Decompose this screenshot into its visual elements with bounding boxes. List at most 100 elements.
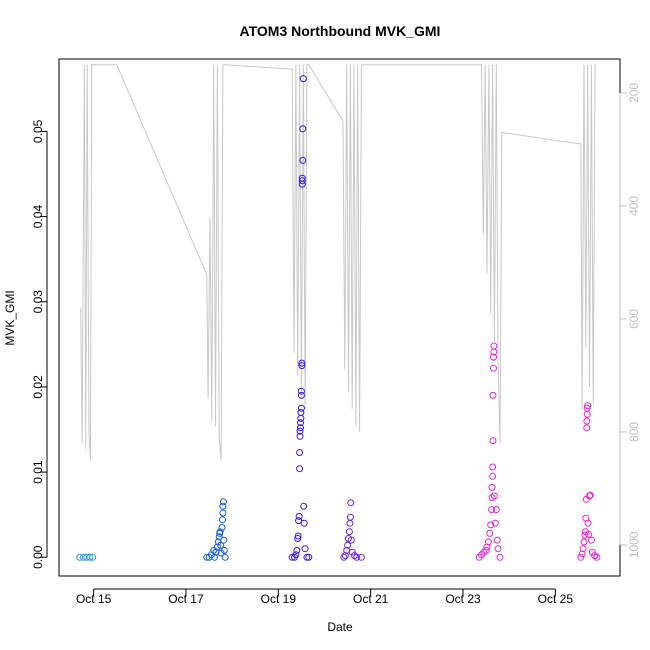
- data-point-series-4: [345, 528, 353, 536]
- y-tick-label: 0.04: [31, 205, 45, 229]
- data-point-series-5: [483, 543, 491, 551]
- data-point-series-3: [300, 519, 308, 527]
- data-point-series-2: [220, 546, 228, 554]
- data-point-series-6: [583, 424, 591, 432]
- data-point-series-3: [298, 174, 306, 182]
- y2-tick-label: 200: [627, 83, 641, 103]
- y2-tick-label: 400: [627, 196, 641, 216]
- x-axis: Oct 15 Oct 17 Oct 19 Oct 21 Oct 23 Oct 25: [76, 588, 573, 606]
- altitude-trace-line: [80, 64, 596, 461]
- data-point-series-3: [297, 391, 305, 399]
- data-point-series-2: [218, 524, 226, 531]
- data-point-series-2: [215, 533, 223, 541]
- data-point-series-5: [490, 364, 497, 372]
- data-point-series-3: [297, 414, 305, 422]
- secondary-y-axis: 200 400 600 800 1000: [619, 83, 641, 558]
- data-point-series-6: [577, 553, 585, 561]
- y-axis: 0.00 0.01 0.02 0.03 0.04 0.05: [31, 119, 48, 569]
- data-point-series-3: [294, 535, 302, 542]
- data-point-series-3: [297, 424, 304, 432]
- y-tick-label: 0.00: [31, 545, 45, 569]
- data-point-series-6: [586, 492, 593, 500]
- data-point-series-5: [486, 529, 494, 537]
- data-point-series-5: [482, 546, 490, 554]
- data-point-series-4: [341, 552, 349, 560]
- data-point-series-3: [293, 546, 301, 554]
- data-point-series-4: [347, 536, 355, 544]
- data-point-series-3: [296, 427, 304, 435]
- data-point-series-5: [496, 553, 504, 561]
- data-point-series-2: [220, 536, 228, 544]
- y-tick-label: 0.05: [31, 119, 45, 143]
- y-tick-label: 0.03: [31, 290, 45, 314]
- data-point-series-1: [89, 553, 97, 561]
- data-point-series-4: [346, 519, 354, 527]
- data-point-series-3: [295, 512, 303, 520]
- altitude-trace-layer: [80, 64, 596, 461]
- data-point-series-3: [298, 177, 306, 185]
- data-point-series-3: [299, 125, 307, 133]
- data-point-series-5: [487, 521, 495, 529]
- data-point-series-3: [305, 553, 313, 561]
- plot-frame: [58, 58, 621, 577]
- data-point-series-2: [211, 553, 219, 561]
- data-point-series-5: [489, 437, 497, 445]
- y2-tick-label: 800: [627, 422, 641, 442]
- data-point-series-5: [488, 506, 496, 514]
- data-point-series-6: [586, 491, 594, 499]
- data-point-series-2: [219, 498, 227, 506]
- data-point-series-4: [347, 499, 355, 507]
- data-point-series-3: [297, 409, 305, 416]
- data-point-series-5: [490, 353, 497, 361]
- data-point-series-5: [491, 519, 499, 527]
- data-point-series-6: [584, 402, 592, 410]
- data-point-series-5: [489, 472, 497, 480]
- data-point-series-5: [494, 545, 502, 553]
- data-point-series-2: [221, 553, 229, 561]
- data-point-series-6: [580, 538, 588, 546]
- data-point-series-4: [346, 513, 354, 521]
- data-point-series-3: [297, 419, 304, 427]
- x-tick-label: Oct 15: [76, 592, 112, 606]
- data-point-series-2: [219, 502, 227, 510]
- y-tick-label: 0.01: [31, 460, 45, 484]
- y2-tick-label: 600: [627, 309, 641, 329]
- data-point-series-3: [301, 545, 309, 553]
- scatter-points-layer: [76, 75, 601, 561]
- y-tick-label: 0.02: [31, 375, 45, 399]
- data-point-series-3: [296, 432, 304, 440]
- data-point-series-6: [581, 531, 589, 539]
- data-point-series-3: [298, 359, 306, 367]
- data-point-series-3: [292, 551, 300, 559]
- data-point-series-2: [219, 509, 227, 517]
- data-point-series-3: [296, 449, 304, 456]
- x-tick-label: Oct 21: [353, 592, 389, 606]
- data-point-series-2: [216, 528, 224, 536]
- data-point-series-3: [303, 553, 311, 561]
- data-point-series-5: [489, 463, 497, 471]
- x-axis-label: Date: [327, 620, 353, 634]
- data-point-series-4: [340, 553, 348, 561]
- data-point-series-6: [593, 553, 601, 561]
- data-point-series-3: [295, 517, 303, 525]
- data-point-series-1: [76, 553, 84, 561]
- chart-title: ATOM3 Northbound MVK_GMI: [240, 23, 441, 39]
- data-point-series-4: [344, 541, 352, 549]
- data-point-series-6: [584, 519, 592, 527]
- data-point-series-3: [297, 404, 305, 412]
- data-point-series-6: [578, 550, 586, 558]
- data-point-series-6: [583, 404, 591, 412]
- data-point-series-3: [300, 502, 308, 510]
- y2-tick-label: 1000: [627, 531, 641, 558]
- data-point-series-3: [296, 465, 304, 473]
- data-point-series-4: [357, 553, 365, 561]
- data-point-series-3: [297, 387, 305, 395]
- data-point-series-3: [299, 156, 307, 164]
- data-point-series-5: [493, 536, 501, 544]
- x-tick-label: Oct 19: [261, 592, 297, 606]
- data-point-series-3: [298, 362, 306, 370]
- x-tick-label: Oct 17: [168, 592, 204, 606]
- data-point-series-6: [579, 545, 587, 553]
- data-point-series-4: [353, 553, 361, 561]
